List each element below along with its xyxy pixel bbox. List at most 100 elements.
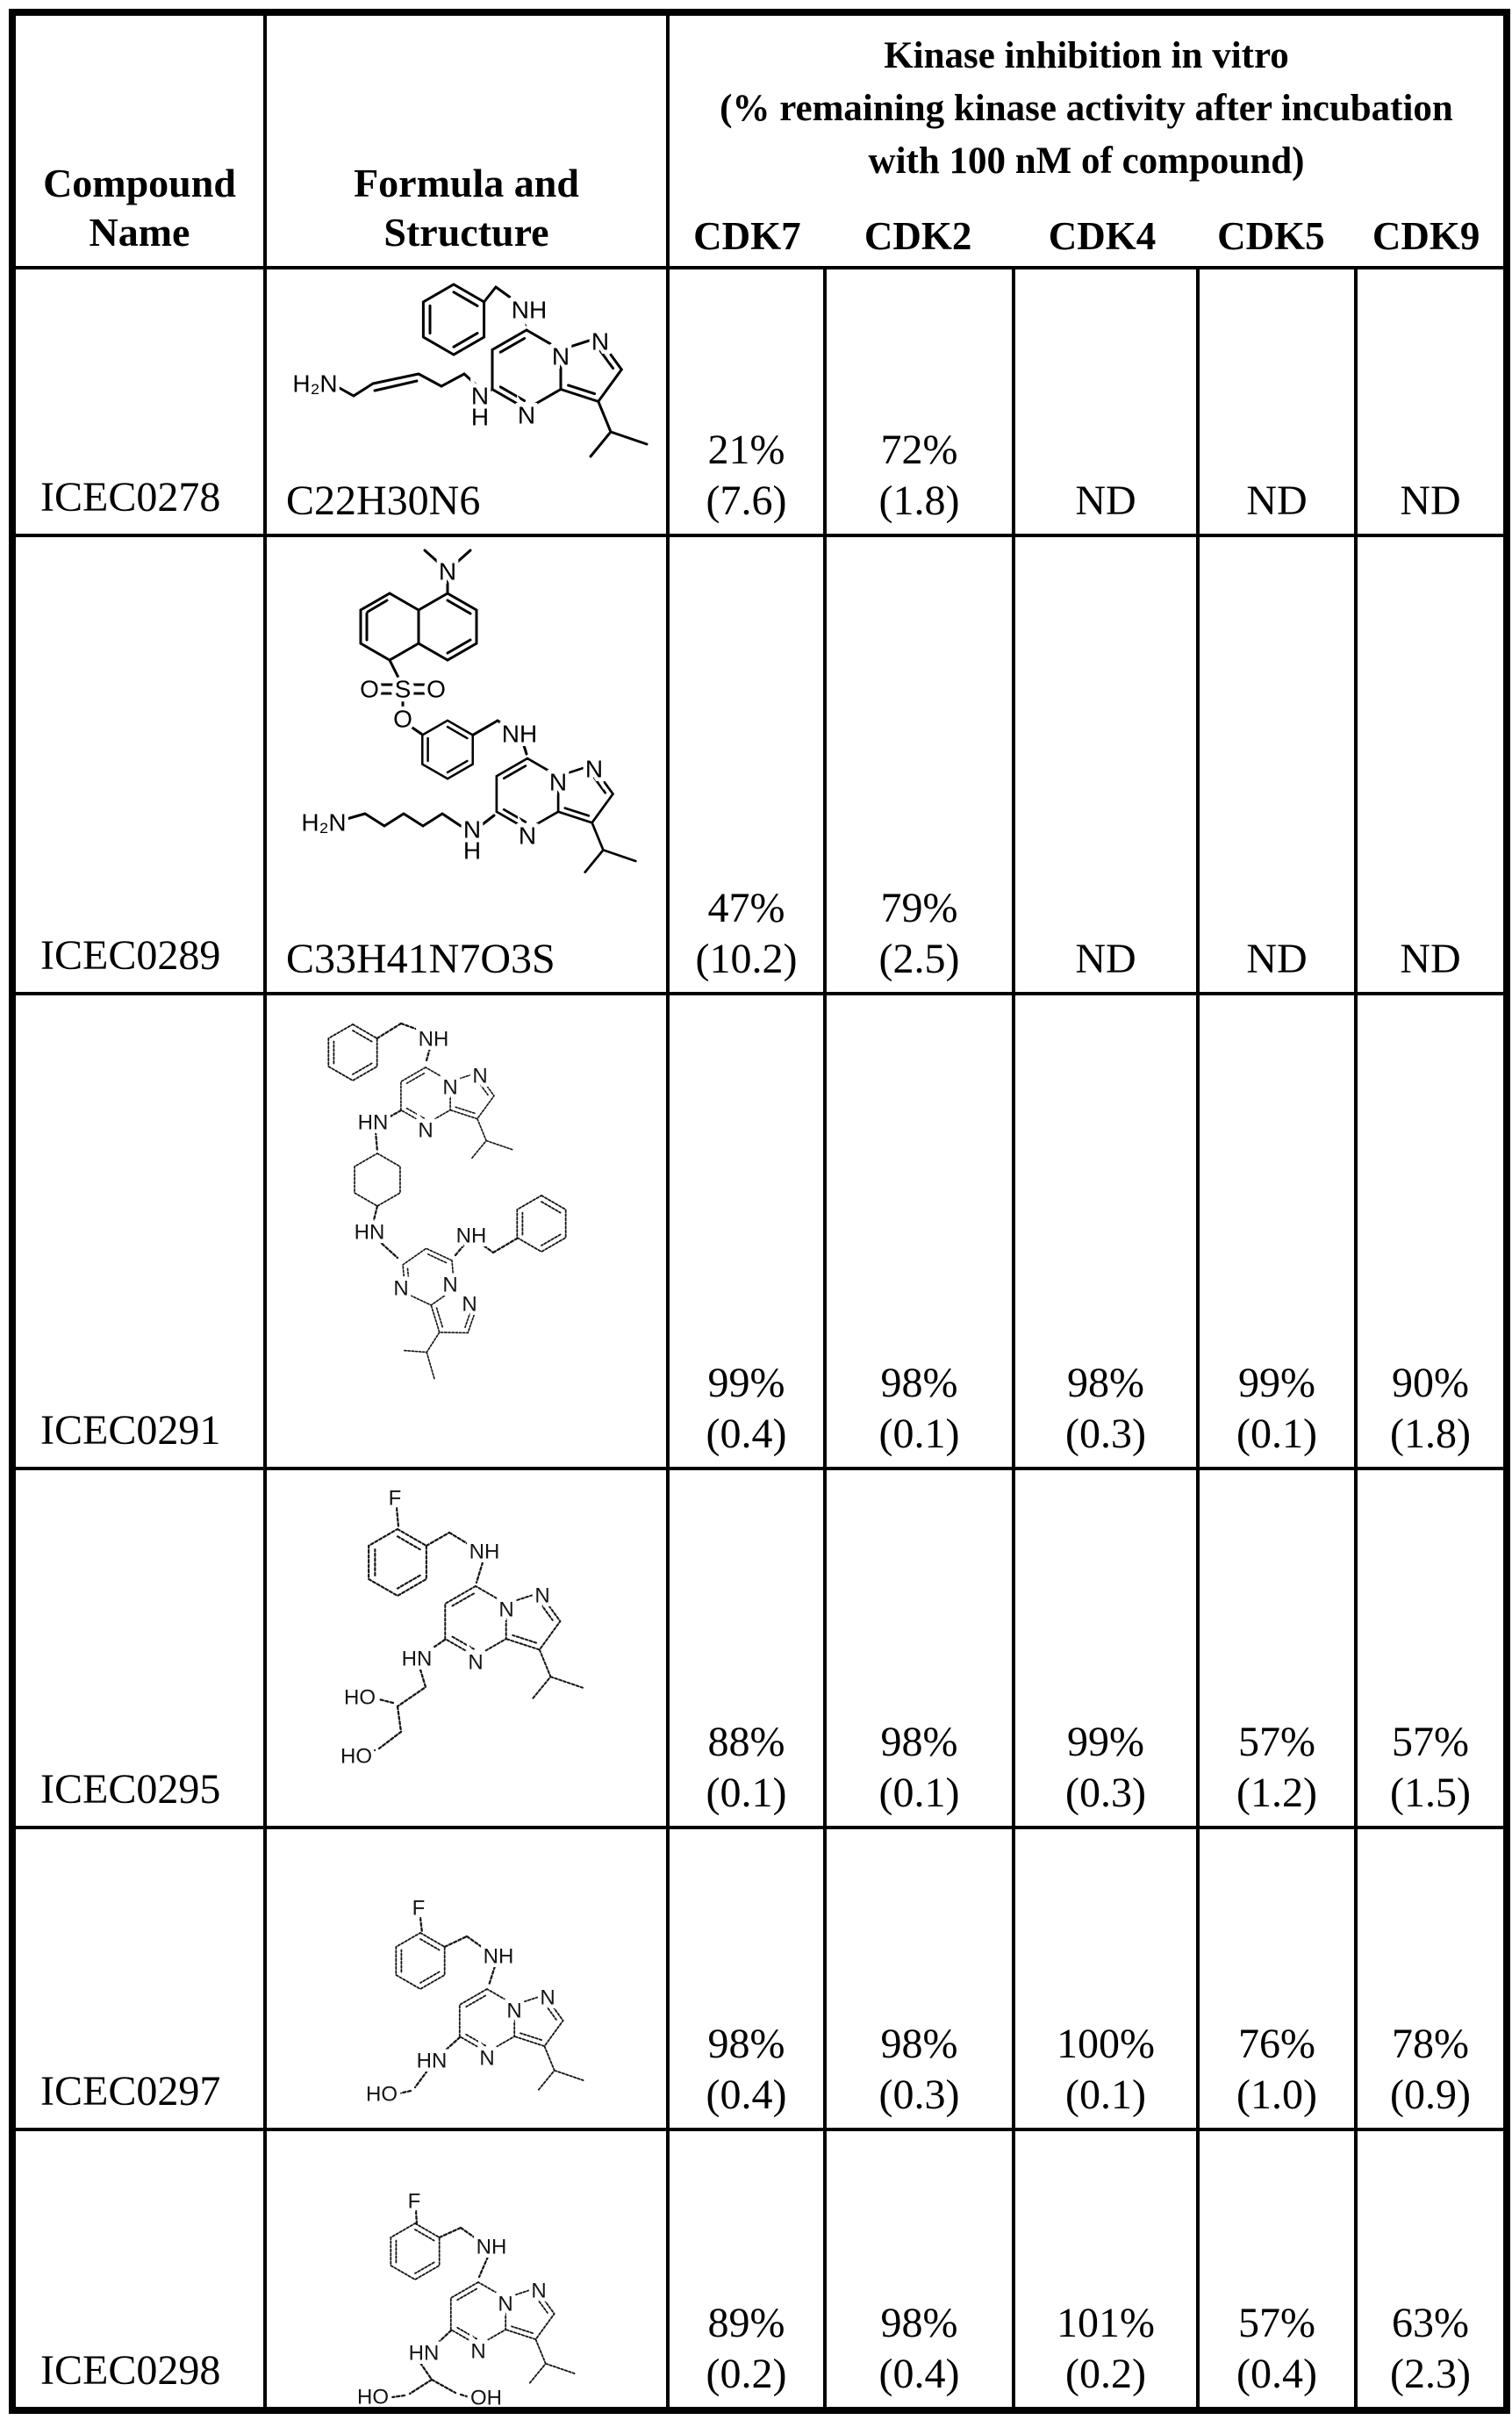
value-pct: ND <box>1246 936 1308 982</box>
atom-label: NH <box>455 1224 486 1248</box>
header-cdk5: CDK5 <box>1217 214 1325 258</box>
atom-label: NH <box>483 1945 513 1969</box>
table-row: ICEC0297 F NH N N N HN HO 98 <box>11 1826 1508 2131</box>
atom-label: N <box>470 383 488 410</box>
header-compound-name-label: Compound Name <box>43 161 236 255</box>
value-pct: ND <box>1400 936 1461 982</box>
value-pct: ND <box>1075 478 1136 524</box>
atom-label: H₂N <box>301 809 346 837</box>
value-sd: (0.4) <box>706 2072 787 2118</box>
structure-icec0298: F NH N N N HN HO OH <box>353 2186 576 2408</box>
structure-cell: NH N N N HN HN NH N N N <box>263 992 670 1470</box>
compound-name: ICEC0298 <box>40 2347 221 2394</box>
value-sd: (0.4) <box>706 1411 787 1457</box>
compound-name-cell: ICEC0291 <box>11 992 267 1470</box>
atom-label: N <box>540 1986 555 2010</box>
table-row: ICEC0295 F NH N N N HN HO HO <box>11 1467 1508 1829</box>
value-pct: 57% <box>1238 2300 1315 2346</box>
atom-label: HN <box>416 2050 447 2073</box>
value-sd: (0.1) <box>878 1411 960 1457</box>
value-pct: ND <box>1400 478 1461 524</box>
cdk4-value-cell: 99% (0.3) <box>1012 1467 1200 1829</box>
atom-label: H₂N <box>292 370 337 398</box>
value-pct: 99% <box>1067 1719 1144 1765</box>
compound-name-cell: ICEC0295 <box>11 1467 267 1829</box>
value-pct: 99% <box>1238 1360 1315 1406</box>
cdk5-value-cell: ND <box>1196 534 1358 995</box>
kinase-inhibition-table: Compound Name Formula and Structure Kina… <box>9 9 1510 2414</box>
header-cdk2: CDK2 <box>863 214 972 258</box>
value-sd: (0.3) <box>1065 1770 1146 1816</box>
value-sd: (1.8) <box>878 478 960 524</box>
cdk9-value-cell: 78% (0.9) <box>1354 1826 1508 2131</box>
cdk2-value-cell: 72% (1.8) <box>823 266 1015 537</box>
atom-label: N <box>591 328 608 355</box>
value-pct: ND <box>1246 478 1308 524</box>
value-pct: 98% <box>880 2300 958 2346</box>
atom-label: N <box>548 769 566 796</box>
atom-label: N <box>506 2000 521 2023</box>
structure-icec0278: NH N N N N H H₂N <box>288 283 648 458</box>
atom-label: O <box>393 706 412 733</box>
table-row: ICEC0278 NH N N N N H H₂N C22H30N6 21% (7… <box>11 266 1508 537</box>
atom-label: F <box>388 1487 401 1511</box>
header-row: Compound Name Formula and Structure Kina… <box>11 11 1508 269</box>
value-pct: 21% <box>707 427 785 473</box>
value-pct: 98% <box>880 2021 958 2067</box>
atom-label: NH <box>418 1028 448 1052</box>
cdk5-value-cell: 76% (1.0) <box>1196 1826 1358 2131</box>
compound-name: ICEC0297 <box>40 2068 221 2115</box>
value-pct: 79% <box>880 885 958 931</box>
value-pct: 98% <box>1067 1360 1144 1406</box>
atom-label: N <box>438 558 455 585</box>
value-sd: (0.2) <box>1065 2351 1146 2397</box>
table-row: ICEC0289 N O S O O NH N N N <box>11 534 1508 995</box>
structure-icec0289: N O S O O NH N N N N H H₂N <box>297 549 637 873</box>
header-kinase-section: Kinase inhibition in vitro (% remaining … <box>666 11 1508 269</box>
value-pct: 98% <box>880 1360 958 1406</box>
structure-cell: F NH N N N HN HO HO <box>263 1467 670 1829</box>
atom-label: N <box>462 1293 477 1317</box>
compound-name: ICEC0295 <box>40 1766 221 1813</box>
atom-label: NH <box>501 721 536 748</box>
header-formula-structure: Formula and Structure <box>263 11 670 269</box>
atom-label: N <box>442 1076 457 1100</box>
cdk7-value-cell: 88% (0.1) <box>666 1467 827 1829</box>
cdk5-value-cell: 57% (1.2) <box>1196 1467 1358 1829</box>
cdk7-value-cell: 47% (10.2) <box>666 534 827 995</box>
value-sd: (0.1) <box>706 1770 787 1816</box>
atom-label: NH <box>469 1540 499 1564</box>
structure-icec0297: F NH N N N HN HO <box>362 1892 584 2110</box>
value-pct: 47% <box>707 885 785 931</box>
atom-label: NH <box>476 2236 506 2259</box>
compound-name-cell: ICEC0289 <box>11 534 267 995</box>
structure-icec0291: NH N N N HN HN NH N N N <box>326 1022 567 1383</box>
atom-label: N <box>534 1584 549 1608</box>
atom-label: N <box>517 402 534 429</box>
atom-label: N <box>442 1274 457 1297</box>
cdk9-value-cell: ND <box>1354 534 1508 995</box>
header-cdk9: CDK9 <box>1372 214 1480 258</box>
cdk5-value-cell: 57% (0.4) <box>1196 2128 1358 2412</box>
cdk2-value-cell: 98% (0.1) <box>823 1467 1015 1829</box>
value-pct: 57% <box>1392 1719 1469 1765</box>
value-pct: 63% <box>1392 2300 1469 2346</box>
value-pct: ND <box>1075 936 1136 982</box>
value-pct: 88% <box>707 1719 785 1765</box>
atom-label: H <box>470 404 488 431</box>
value-sd: (2.3) <box>1390 2351 1471 2397</box>
cdk4-value-cell: ND <box>1012 266 1200 537</box>
atom-label: HN <box>408 2342 439 2366</box>
cdk4-value-cell: 98% (0.3) <box>1012 992 1200 1470</box>
cdk2-value-cell: 98% (0.3) <box>823 1826 1015 2131</box>
cdk9-value-cell: 63% (2.3) <box>1354 2128 1508 2412</box>
value-sd: (1.0) <box>1236 2072 1317 2118</box>
formula-text: C33H41N7O3S <box>286 936 555 982</box>
cdk4-value-cell: 101% (0.2) <box>1012 2128 1200 2412</box>
value-sd: (10.2) <box>695 936 798 982</box>
atom-label: F <box>412 1897 425 1921</box>
compound-name: ICEC0291 <box>40 1407 221 1454</box>
value-sd: (0.4) <box>878 2351 960 2397</box>
compound-name-cell: ICEC0298 <box>11 2128 267 2412</box>
atom-label: OH <box>470 2387 502 2408</box>
